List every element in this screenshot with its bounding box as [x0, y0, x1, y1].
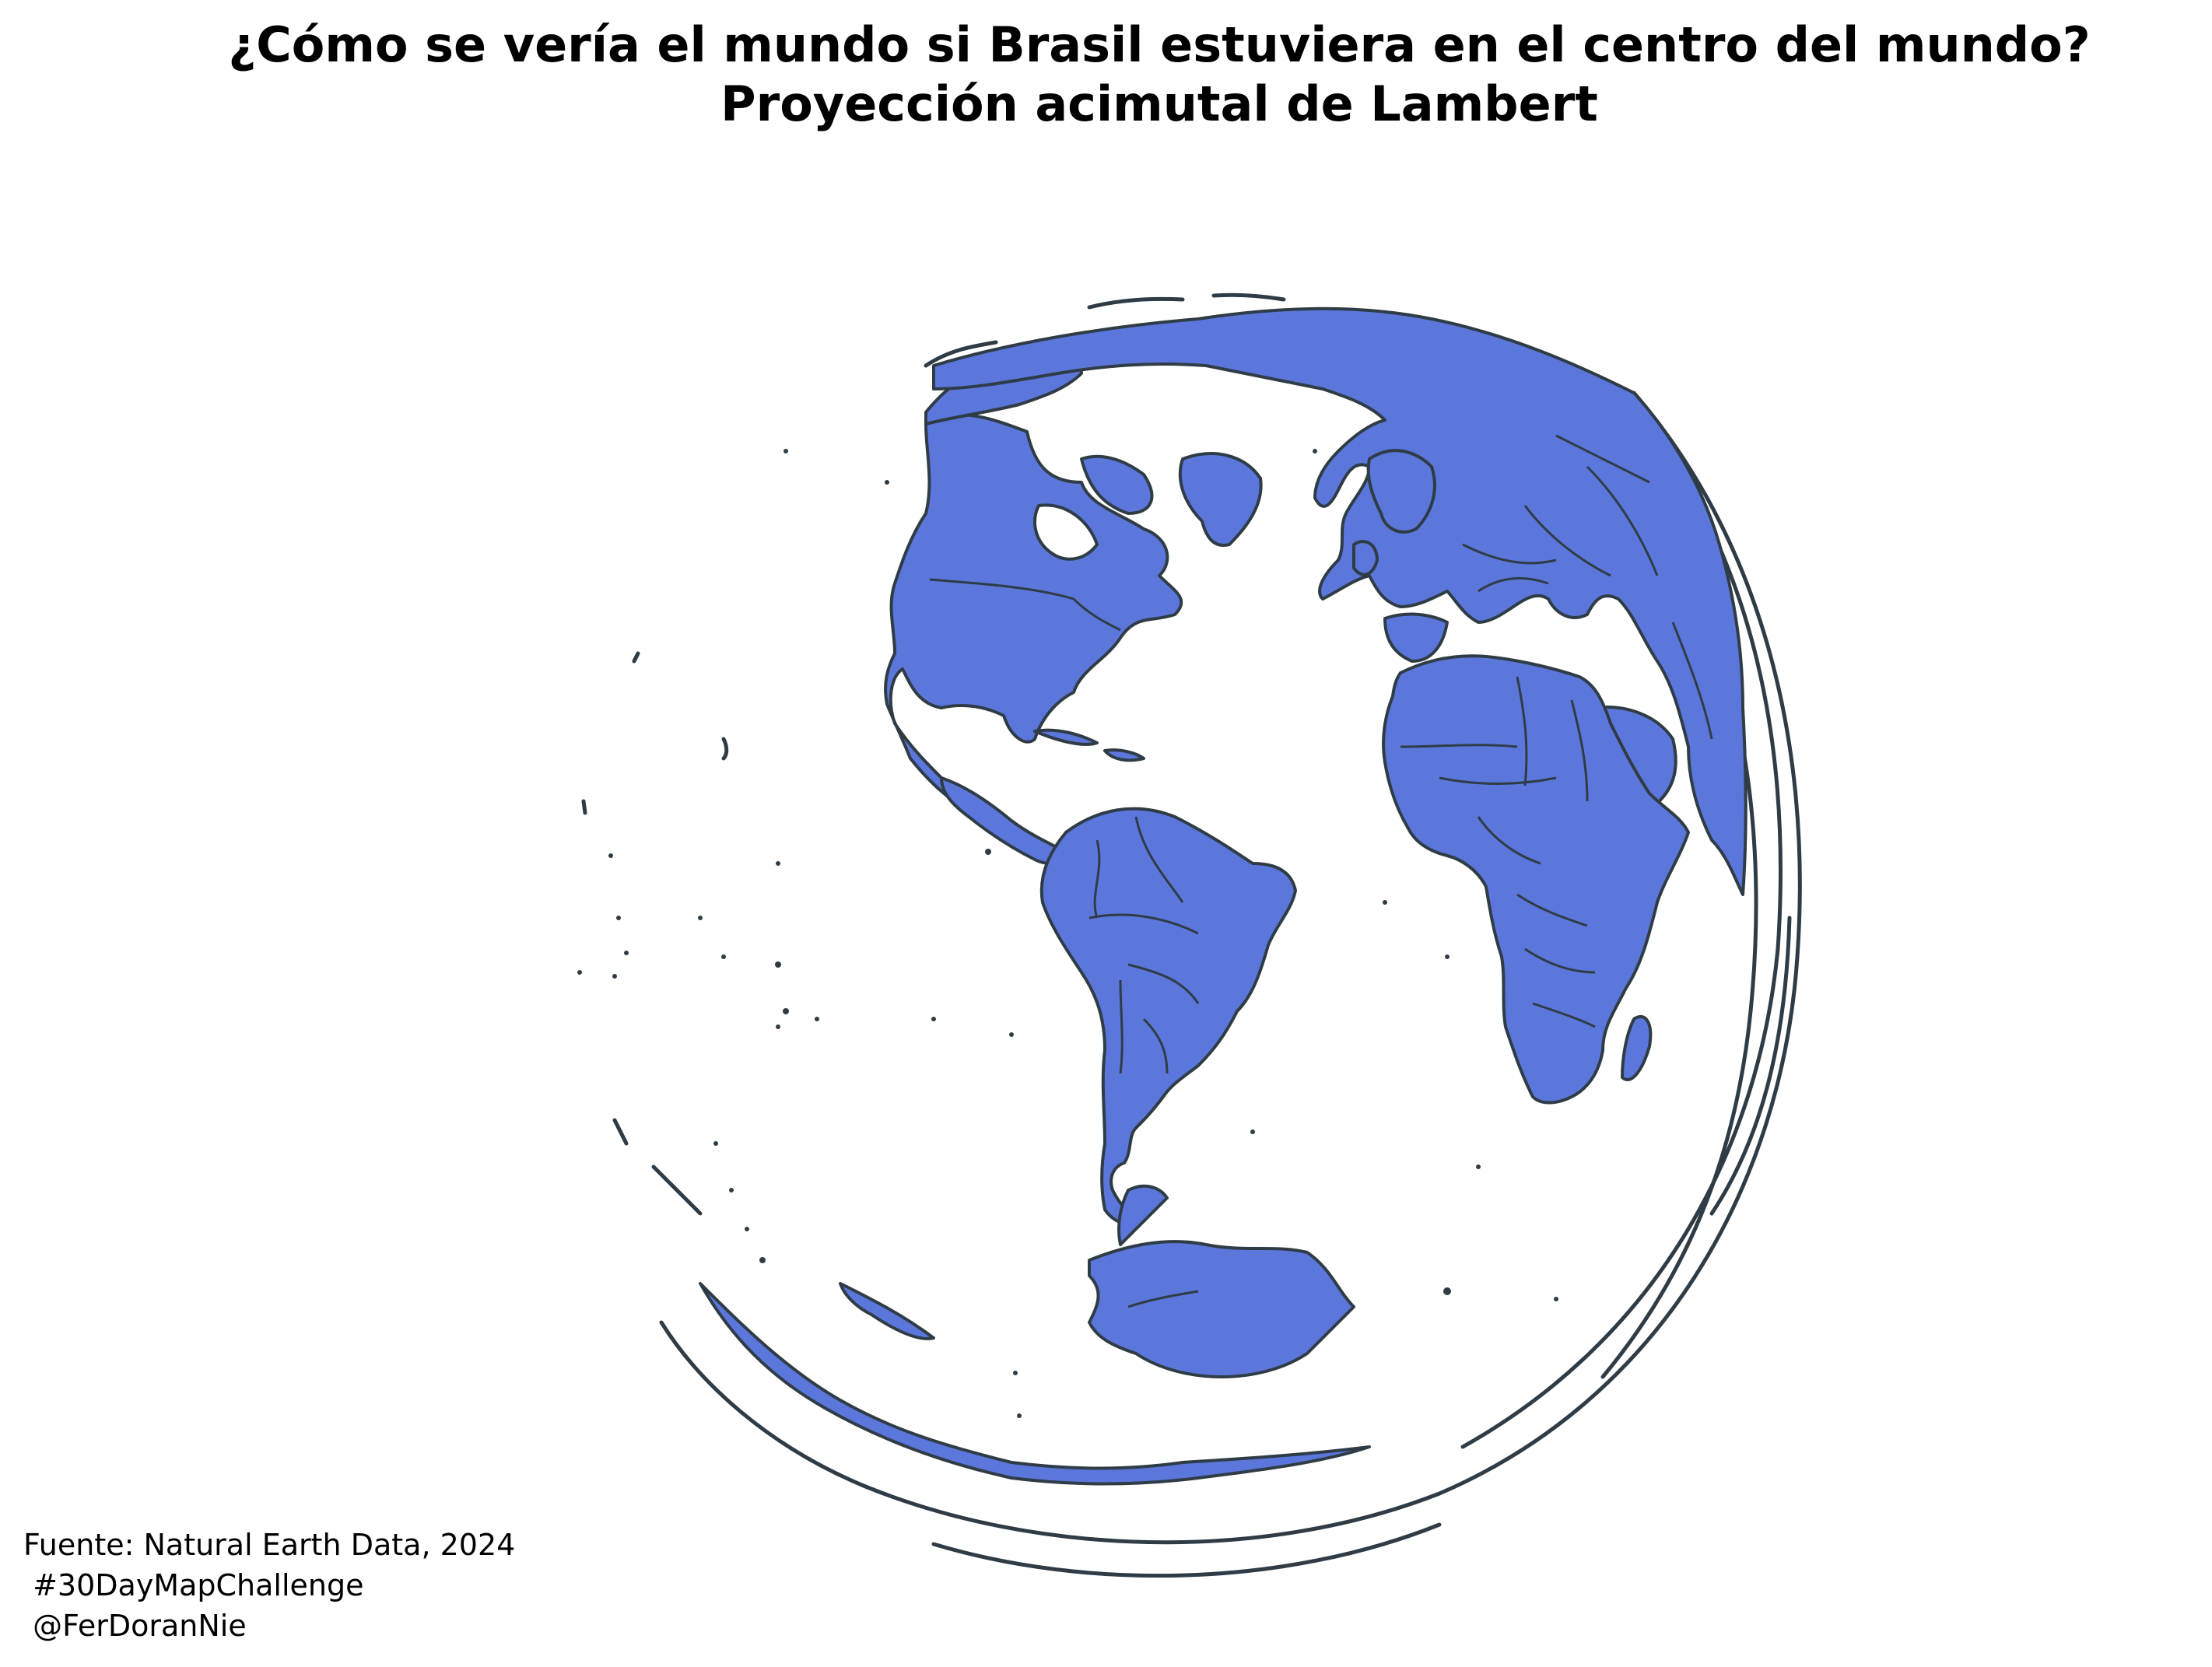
title-line-1: ¿Cómo se vería el mundo si Brasil estuvi… [228, 16, 2091, 73]
canada-arctic-islands [1080, 454, 1154, 515]
us-canada-border [929, 578, 1121, 632]
australia-rim-strip [699, 1282, 1371, 1486]
hashtag-line: #30DayMapChallenge [23, 1568, 364, 1602]
title-line-2: Proyección acimutal de Lambert [720, 75, 1598, 132]
eurasia [932, 306, 1748, 896]
island-chain-2 [581, 799, 587, 815]
eurasia-borders [1462, 434, 1713, 740]
scandinavia [1366, 449, 1436, 534]
central-america [940, 776, 1062, 865]
rim-fragment-2 [931, 1522, 1442, 1578]
island-chain-3 [632, 651, 640, 664]
north-america [884, 413, 1183, 834]
cuba [1033, 728, 1099, 746]
africa [1382, 654, 1690, 1105]
island-chain-4 [651, 1164, 703, 1216]
british-isles [1352, 540, 1379, 576]
arctic-fragment-2 [1087, 296, 1185, 310]
hispaniola [1103, 748, 1145, 762]
island-chain-1 [612, 1118, 629, 1146]
globe-rim-inner [1460, 433, 1783, 1449]
arctic-fragment-3 [1211, 292, 1286, 302]
author-line: @FerDoranNie [23, 1609, 247, 1643]
south-america [1039, 807, 1297, 1226]
madagascar [1621, 1014, 1653, 1081]
antarctic-peninsula [1117, 1184, 1169, 1246]
greenland [1178, 452, 1263, 547]
arctic-fragment-1 [924, 340, 998, 368]
south-america-borders [1088, 816, 1200, 1074]
new-zealand-strip [839, 1282, 935, 1340]
rim-fragment-1 [1709, 916, 1792, 1216]
africa-borders [1400, 676, 1596, 1028]
pacific-islands [577, 449, 1558, 1418]
globe-rim-outer [659, 390, 1802, 1545]
map-credits: Fuente: Natural Earth Data, 2024 #30DayM… [23, 1525, 515, 1646]
hudson-region [1033, 503, 1099, 561]
island-chain-5 [721, 737, 729, 761]
antarctica-ice-line [1127, 1290, 1199, 1308]
antarctica [1088, 1240, 1355, 1378]
source-line: Fuente: Natural Earth Data, 2024 [23, 1528, 516, 1562]
map-title: ¿Cómo se vería el mundo si Brasil estuvi… [93, 16, 2212, 134]
iberia [1383, 612, 1449, 663]
